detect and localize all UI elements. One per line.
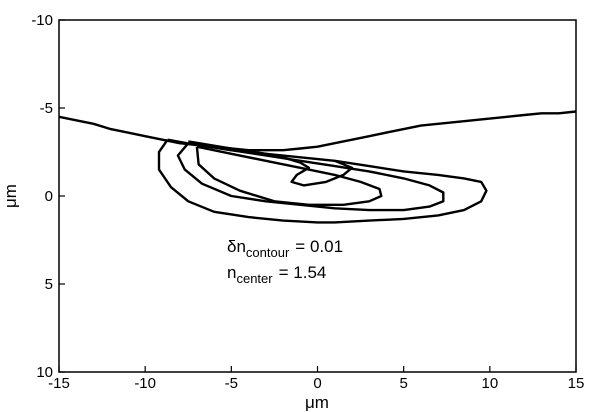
- y-tick-label: -10: [31, 12, 53, 29]
- contour-line-2: [176, 142, 445, 212]
- annotation-n-center-value: = 1.54: [279, 263, 327, 282]
- x-tick-label: 5: [399, 375, 407, 392]
- x-axis-ticks: -15 -10 -5 0 5 10 15: [48, 366, 584, 392]
- y-tick-label: 10: [36, 364, 53, 381]
- annotation-delta-n-symbol: δn: [227, 237, 246, 256]
- x-tick-label: -10: [134, 375, 156, 392]
- annotation-n-center: ncenter = 1.54: [227, 263, 326, 286]
- contour-line-0: [58, 110, 577, 152]
- x-tick-label: 0: [313, 375, 321, 392]
- x-tick-label: -15: [48, 375, 70, 392]
- annotation-n-center-symbol: n: [227, 263, 236, 282]
- annotation-delta-n: δncontour = 0.01: [227, 237, 343, 260]
- y-axis-ticks: -10 -5 0 5 10: [31, 12, 65, 381]
- y-tick-label: -5: [40, 100, 53, 117]
- contour-lines: [58, 110, 577, 224]
- annotation-delta-n-value: = 0.01: [295, 237, 343, 256]
- contour-line-4: [188, 140, 354, 187]
- x-tick-label: 15: [568, 375, 585, 392]
- x-tick-label: -5: [225, 375, 238, 392]
- x-tick-label: 10: [481, 375, 498, 392]
- contour-line-1: [157, 138, 488, 224]
- plot-frame: [58, 19, 577, 373]
- y-axis-label: μm: [1, 184, 20, 208]
- annotation-delta-n-subscript: contour: [246, 245, 290, 260]
- contour-line-3: [195, 145, 383, 207]
- annotation-n-center-subscript: center: [236, 271, 273, 286]
- y-tick-label: 5: [45, 276, 53, 293]
- y-tick-label: 0: [45, 188, 53, 205]
- x-axis-label: μm: [305, 393, 329, 412]
